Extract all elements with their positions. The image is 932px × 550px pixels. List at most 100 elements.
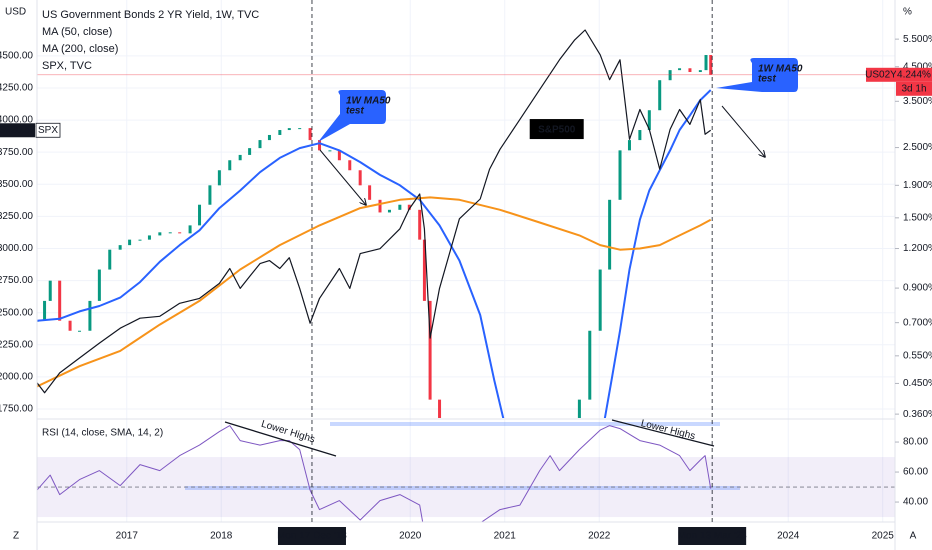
- y-tick-label: 2500.00: [0, 307, 33, 318]
- y2-tick-label: 0.700%: [903, 317, 932, 328]
- symbol-tag: [35, 122, 61, 138]
- candle: [658, 80, 662, 111]
- marker-label: Mon 13 Mar '23: [678, 531, 748, 542]
- last-value: 3920.57: [0, 125, 36, 136]
- arrow: [319, 149, 366, 205]
- legend-entry: US Government Bonds 2 YR Yield, 1W, TVC: [42, 9, 259, 21]
- y2-tick-label: 4.500%: [903, 61, 932, 72]
- candle: [43, 300, 47, 321]
- y2-tick-label: 5.500%: [903, 34, 932, 45]
- arrow: [721, 105, 765, 157]
- y2-axis-label: %: [903, 7, 912, 18]
- candle: [627, 140, 631, 151]
- countdown: 3d 1h: [901, 83, 926, 94]
- rsi-tick-label: 80.00: [903, 437, 928, 448]
- candle: [348, 160, 352, 171]
- candle: [178, 232, 182, 234]
- y-tick-label: 4500.00: [0, 51, 33, 62]
- y2-tick-label: 2.500%: [903, 142, 932, 153]
- candle: [188, 225, 192, 234]
- symbol-tag: [866, 67, 896, 82]
- series-line: [37, 89, 712, 418]
- y-tick-label: 2250.00: [0, 339, 33, 350]
- candle: [97, 269, 101, 301]
- candle: [147, 235, 151, 240]
- legend-entry: SPX, TVC: [42, 60, 92, 72]
- series-line: [37, 425, 712, 522]
- candle: [378, 199, 382, 213]
- candle: [678, 68, 682, 71]
- y-tick-label: 4000.00: [0, 115, 33, 126]
- y-tick-label: 2750.00: [0, 275, 33, 286]
- candle: [337, 150, 341, 161]
- candle: [668, 70, 672, 81]
- marker-tag: [277, 527, 346, 545]
- candle: [88, 300, 92, 331]
- marker-label: Mon 17 Dec '18: [277, 531, 347, 542]
- y2-tick-label: 3.500%: [903, 96, 932, 107]
- candle: [248, 148, 252, 155]
- candle: [258, 140, 262, 149]
- candle: [158, 232, 162, 236]
- last-value-tag: [896, 67, 932, 82]
- candle: [198, 204, 202, 226]
- candle: [577, 399, 581, 418]
- y-tick-label: 1750.00: [0, 404, 33, 415]
- candle: [58, 280, 62, 321]
- y2-tick-label: 0.550%: [903, 350, 932, 361]
- y2-tick-label: 1.500%: [903, 212, 932, 223]
- candle: [108, 249, 112, 270]
- marker-tag: [678, 527, 747, 545]
- candle: [618, 150, 622, 200]
- y2-tick-label: 1.200%: [903, 243, 932, 254]
- callout-bubble: [716, 58, 798, 92]
- legend: US Government Bonds 2 YR Yield, 1W, TVC M…: [42, 9, 259, 72]
- y-tick-label: 3250.00: [0, 211, 33, 222]
- candle: [278, 130, 282, 135]
- candle: [647, 110, 651, 131]
- annotation: S&P500: [538, 125, 576, 136]
- candle: [428, 300, 432, 400]
- countdown-tag: [896, 81, 932, 96]
- candle: [228, 160, 232, 171]
- candle: [267, 134, 271, 141]
- y-tick-label: 4250.00: [0, 83, 33, 94]
- symbol-tag-text: SPX: [38, 125, 58, 136]
- candle: [287, 128, 291, 131]
- trend-line: [611, 419, 715, 447]
- candle: [598, 269, 602, 331]
- candle: [358, 170, 362, 186]
- candle: [407, 204, 411, 210]
- candle: [118, 245, 122, 250]
- resistance-zone: [330, 422, 720, 426]
- candle: [422, 239, 426, 301]
- ui-button[interactable]: A: [910, 531, 917, 542]
- series-line: [37, 29, 712, 394]
- trend-line: [224, 421, 337, 457]
- candle: [217, 170, 221, 186]
- candle: [68, 320, 72, 331]
- candle: [638, 130, 642, 141]
- callout-text: test: [346, 106, 364, 117]
- x-tick-label: 2018: [210, 531, 233, 542]
- candle: [238, 154, 242, 161]
- candle: [128, 239, 132, 246]
- y-tick-label: 2000.00: [0, 372, 33, 383]
- last-value: 4.244%: [897, 69, 931, 80]
- candle: [398, 204, 402, 210]
- rsi-tick-label: 40.00: [903, 497, 928, 508]
- rsi-tick-label: 60.00: [903, 467, 928, 478]
- candle: [138, 239, 142, 241]
- rsi-legend: RSI (14, close, SMA, 14, 2): [42, 428, 163, 439]
- candle: [688, 68, 692, 73]
- y-tick-label: 3750.00: [0, 147, 33, 158]
- candle: [704, 55, 708, 71]
- candle: [328, 150, 332, 152]
- candle: [608, 199, 612, 270]
- candle: [418, 209, 422, 240]
- x-tick-label: 2024: [777, 531, 800, 542]
- last-value-tag: [0, 123, 35, 138]
- ui-button[interactable]: Z: [13, 531, 19, 542]
- x-tick-label: 2020: [399, 531, 422, 542]
- candle: [698, 70, 702, 73]
